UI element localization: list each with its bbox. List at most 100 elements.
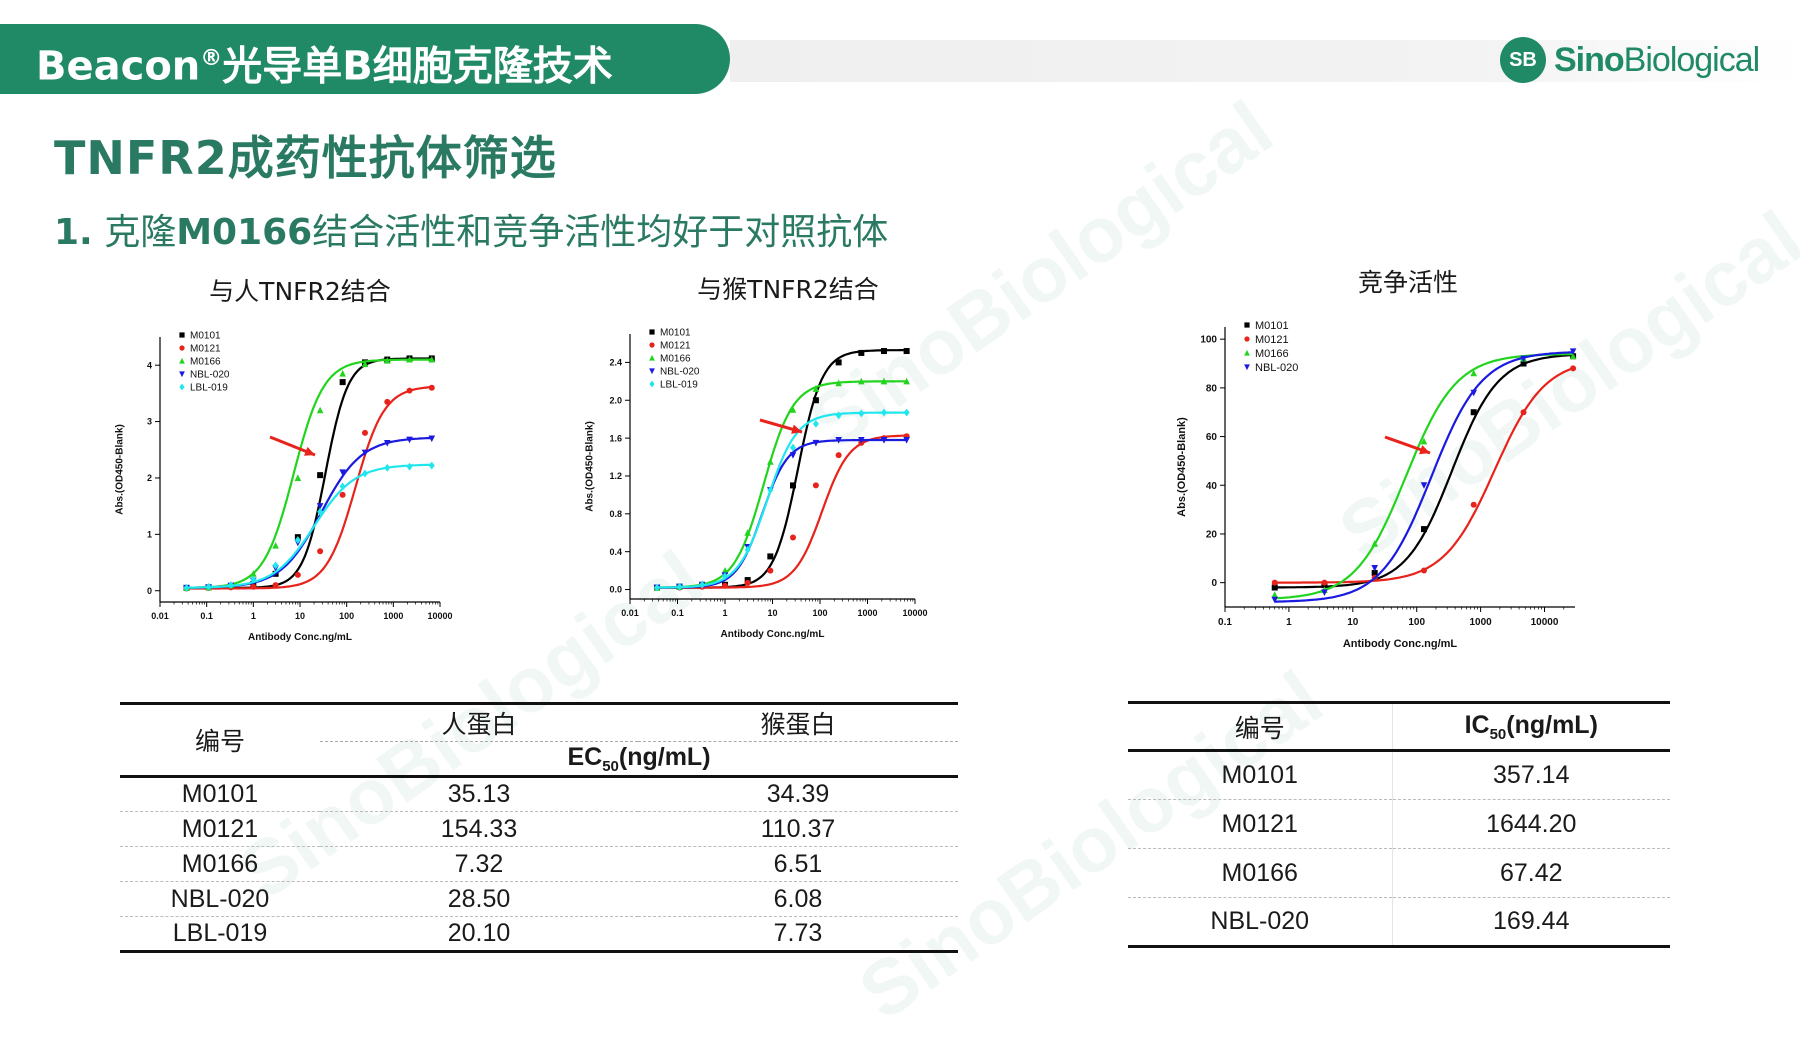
data-point-nbl-020 xyxy=(789,452,797,459)
x-tick-label: 1000 xyxy=(857,608,877,618)
data-point-nbl-020 xyxy=(361,449,369,457)
data-point-m0166 xyxy=(1271,591,1279,598)
x-axis-label: Antibody Conc.ng/mL xyxy=(721,629,825,640)
data-point-lbl-019 xyxy=(250,575,257,584)
data-point-m0101 xyxy=(812,397,819,404)
data-point-m0166 xyxy=(767,458,774,465)
y-tick-label: 2 xyxy=(147,473,152,483)
y-tick-label: 80 xyxy=(1206,383,1218,394)
data-point-m0121 xyxy=(1321,579,1328,586)
table-row: M0166 67.42 xyxy=(1128,848,1670,898)
data-point-m0101 xyxy=(858,349,865,356)
data-point-m0166 xyxy=(1420,437,1428,445)
row-id: NBL-020 xyxy=(1128,897,1393,947)
chart-competition: 0.1 1 10 100 1000 10000 0 20 40 60 80 100 Antibody C… xyxy=(1176,320,1577,650)
data-point-m0166 xyxy=(721,567,729,574)
data-point-m0166 xyxy=(903,377,910,385)
logo-word-biological: Biological xyxy=(1623,40,1761,79)
data-point-m0121 xyxy=(250,583,257,590)
header-band xyxy=(0,24,730,94)
header-title-brand: Beacon xyxy=(36,43,201,90)
chart-title-monkey: 与猴TNFR2结合 xyxy=(697,275,879,304)
row-id: M0101 xyxy=(1128,750,1393,800)
data-point-lbl-019 xyxy=(676,582,683,591)
data-point-nbl-020 xyxy=(383,440,391,447)
legend-entry: M0166 xyxy=(1255,348,1289,360)
legend-marker xyxy=(1244,364,1250,371)
table-row: M0121 1644.20 xyxy=(1128,799,1670,849)
data-point-lbl-019 xyxy=(227,581,234,589)
y-axis-label: Abs.(OD450-Blank) xyxy=(114,424,125,515)
y-tick-label: 0 xyxy=(1211,578,1217,589)
data-point-m0121 xyxy=(384,398,391,405)
data-point-lbl-019 xyxy=(272,561,279,570)
data-point-m0166 xyxy=(316,406,324,414)
ec50-human: 20.10 xyxy=(447,919,511,947)
x-tick-label: 10000 xyxy=(427,611,452,621)
series-curve-m0166 xyxy=(1274,353,1574,600)
y-axis-label: Abs.(OD450-Blank) xyxy=(584,421,595,512)
ec50-unit: (ng/mL) xyxy=(618,742,711,771)
data-point-nbl-020 xyxy=(858,437,865,444)
data-point-m0121 xyxy=(835,452,842,459)
ec50-table: 编号 人蛋白 猴蛋白 EC50(ng/mL) M0101 35.13 34.39 M0… xyxy=(120,702,958,953)
data-point-m0166 xyxy=(880,377,888,385)
data-point-lbl-019 xyxy=(789,443,796,452)
data-point-lbl-019 xyxy=(183,584,190,592)
data-point-lbl-019 xyxy=(744,545,751,554)
table-row: M0166 7.32 6.51 xyxy=(120,847,958,882)
x-tick-label: 100 xyxy=(339,611,354,621)
col-header-monkey: 猴蛋白 xyxy=(638,703,958,742)
x-tick-label: 1 xyxy=(722,608,727,618)
ic50-value: 1644.20 xyxy=(1486,809,1577,838)
data-point-nbl-020 xyxy=(835,437,842,444)
x-axis-label: Antibody Conc.ng/mL xyxy=(1343,638,1458,650)
data-point-lbl-019 xyxy=(361,469,368,478)
data-point-m0121 xyxy=(272,582,279,589)
legend-entry: NBL-020 xyxy=(660,366,700,377)
data-point-lbl-019 xyxy=(767,486,774,495)
table-row: M0101 35.13 34.39 xyxy=(120,777,958,812)
legend-marker xyxy=(179,383,185,391)
legend-entry: NBL-020 xyxy=(190,369,230,380)
data-point-m0121 xyxy=(722,582,728,589)
ic50-value: 357.14 xyxy=(1493,761,1570,789)
legend-marker xyxy=(1244,322,1250,328)
x-tick-label: 0.01 xyxy=(151,611,169,621)
data-point-m0166 xyxy=(383,357,391,364)
row-id: M0121 xyxy=(181,814,259,843)
data-point-m0121 xyxy=(339,491,346,498)
data-point-lbl-019 xyxy=(835,411,842,420)
data-point-m0121 xyxy=(744,579,751,586)
chart-title-human: 与人TNFR2结合 xyxy=(209,277,391,306)
x-tick-label: 0.1 xyxy=(200,611,213,621)
ec50-human: 7.32 xyxy=(454,849,504,878)
data-point-m0166 xyxy=(744,529,751,536)
data-point-m0101 xyxy=(789,482,796,489)
y-tick-label: 4 xyxy=(147,360,152,370)
y-tick-label: 0.4 xyxy=(609,547,622,557)
header-title: Beacon®光导单B细胞克隆技术 xyxy=(36,32,613,90)
x-tick-label: 1 xyxy=(1286,617,1292,628)
ic50-unit: (ng/mL) xyxy=(1506,710,1598,739)
legend-marker xyxy=(649,329,655,335)
data-point-m0121 xyxy=(789,534,796,541)
legend-marker xyxy=(1244,336,1250,342)
data-point-m0121 xyxy=(361,429,368,436)
ec50-label: EC xyxy=(567,742,603,771)
data-point-m0121 xyxy=(1470,501,1477,508)
data-point-lbl-019 xyxy=(880,408,887,417)
ic50-value: 169.44 xyxy=(1493,907,1570,935)
data-point-m0101 xyxy=(903,348,910,355)
brand-logo: SB SinoBiological xyxy=(1500,34,1761,86)
data-point-m0101 xyxy=(317,472,324,479)
logo-word-sino: Sino xyxy=(1554,40,1625,79)
legend-entry: LBL-019 xyxy=(190,382,228,393)
annotation-arrowhead xyxy=(304,446,315,456)
table-row: NBL-020 169.44 xyxy=(1128,897,1670,947)
series-curve-lbl-019 xyxy=(186,463,432,589)
x-tick-label: 10 xyxy=(1347,617,1359,628)
data-point-nbl-020 xyxy=(1569,348,1577,355)
annotation-arrowhead xyxy=(1419,445,1430,455)
data-point-nbl-020 xyxy=(1321,589,1328,596)
